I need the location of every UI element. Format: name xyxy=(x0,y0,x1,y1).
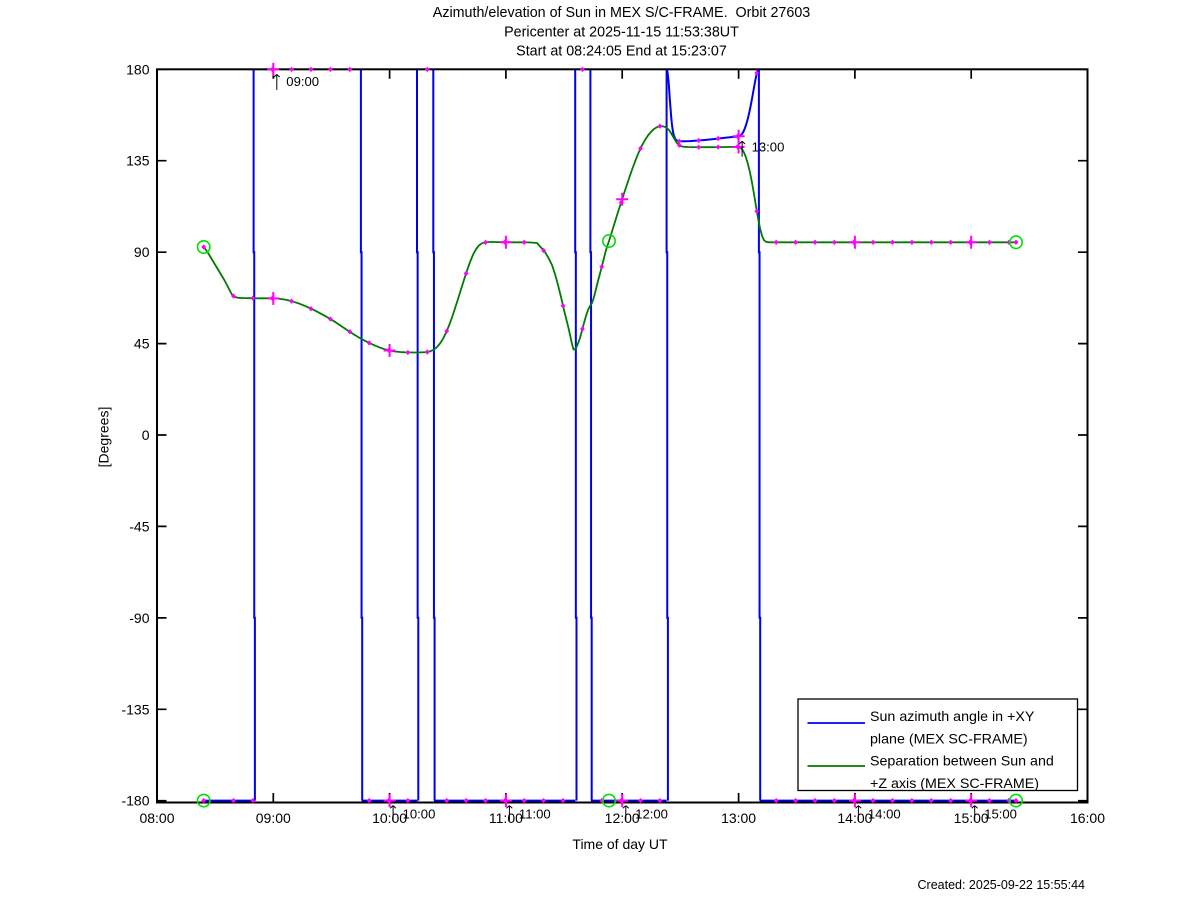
svg-text:08:00: 08:00 xyxy=(139,810,174,826)
svg-text:15:00: 15:00 xyxy=(984,807,1017,822)
svg-text:14:00: 14:00 xyxy=(837,810,872,826)
svg-text:-45: -45 xyxy=(129,518,149,534)
svg-text:15:00: 15:00 xyxy=(954,810,989,826)
svg-text:-135: -135 xyxy=(121,701,149,717)
svg-text:13:00: 13:00 xyxy=(752,139,785,154)
svg-text:180: 180 xyxy=(126,61,150,77)
svg-text:Start at 08:24:05 End at 15:23: Start at 08:24:05 End at 15:23:07 xyxy=(516,44,727,60)
svg-text:11:00: 11:00 xyxy=(519,807,551,822)
svg-text:10:00: 10:00 xyxy=(372,810,407,826)
svg-text:Separation between Sun and: Separation between Sun and xyxy=(870,754,1054,770)
svg-text:Azimuth/elevation of Sun in ME: Azimuth/elevation of Sun in MEX S/C-FRAM… xyxy=(433,5,810,21)
svg-text:[Degrees]: [Degrees] xyxy=(96,407,112,468)
svg-text:90: 90 xyxy=(134,244,150,260)
svg-text:Created: 2025-09-22 15:55:44: Created: 2025-09-22 15:55:44 xyxy=(918,878,1086,892)
svg-text:11:00: 11:00 xyxy=(489,810,523,826)
svg-text:10:00: 10:00 xyxy=(403,807,436,822)
svg-text:-90: -90 xyxy=(129,610,149,626)
svg-text:0: 0 xyxy=(142,427,150,443)
svg-text:09:00: 09:00 xyxy=(286,74,319,89)
svg-text:12:00: 12:00 xyxy=(605,810,640,826)
svg-text:45: 45 xyxy=(134,336,150,352)
svg-text:13:00: 13:00 xyxy=(721,810,756,826)
svg-text:14:00: 14:00 xyxy=(868,807,901,822)
svg-text:Pericenter at 2025-11-15 11:53: Pericenter at 2025-11-15 11:53:38UT xyxy=(504,24,739,40)
svg-text:-180: -180 xyxy=(121,793,149,809)
svg-text:135: 135 xyxy=(126,153,150,169)
svg-text:09:00: 09:00 xyxy=(256,810,291,826)
svg-text:plane (MEX SC-FRAME): plane (MEX SC-FRAME) xyxy=(870,731,1028,747)
svg-text:Time of day UT: Time of day UT xyxy=(572,836,668,852)
svg-text:+Z axis (MEX SC-FRAME): +Z axis (MEX SC-FRAME) xyxy=(870,776,1039,792)
svg-text:Sun azimuth angle in +XY: Sun azimuth angle in +XY xyxy=(870,709,1035,725)
svg-text:12:00: 12:00 xyxy=(635,807,668,822)
svg-text:16:00: 16:00 xyxy=(1070,810,1105,826)
